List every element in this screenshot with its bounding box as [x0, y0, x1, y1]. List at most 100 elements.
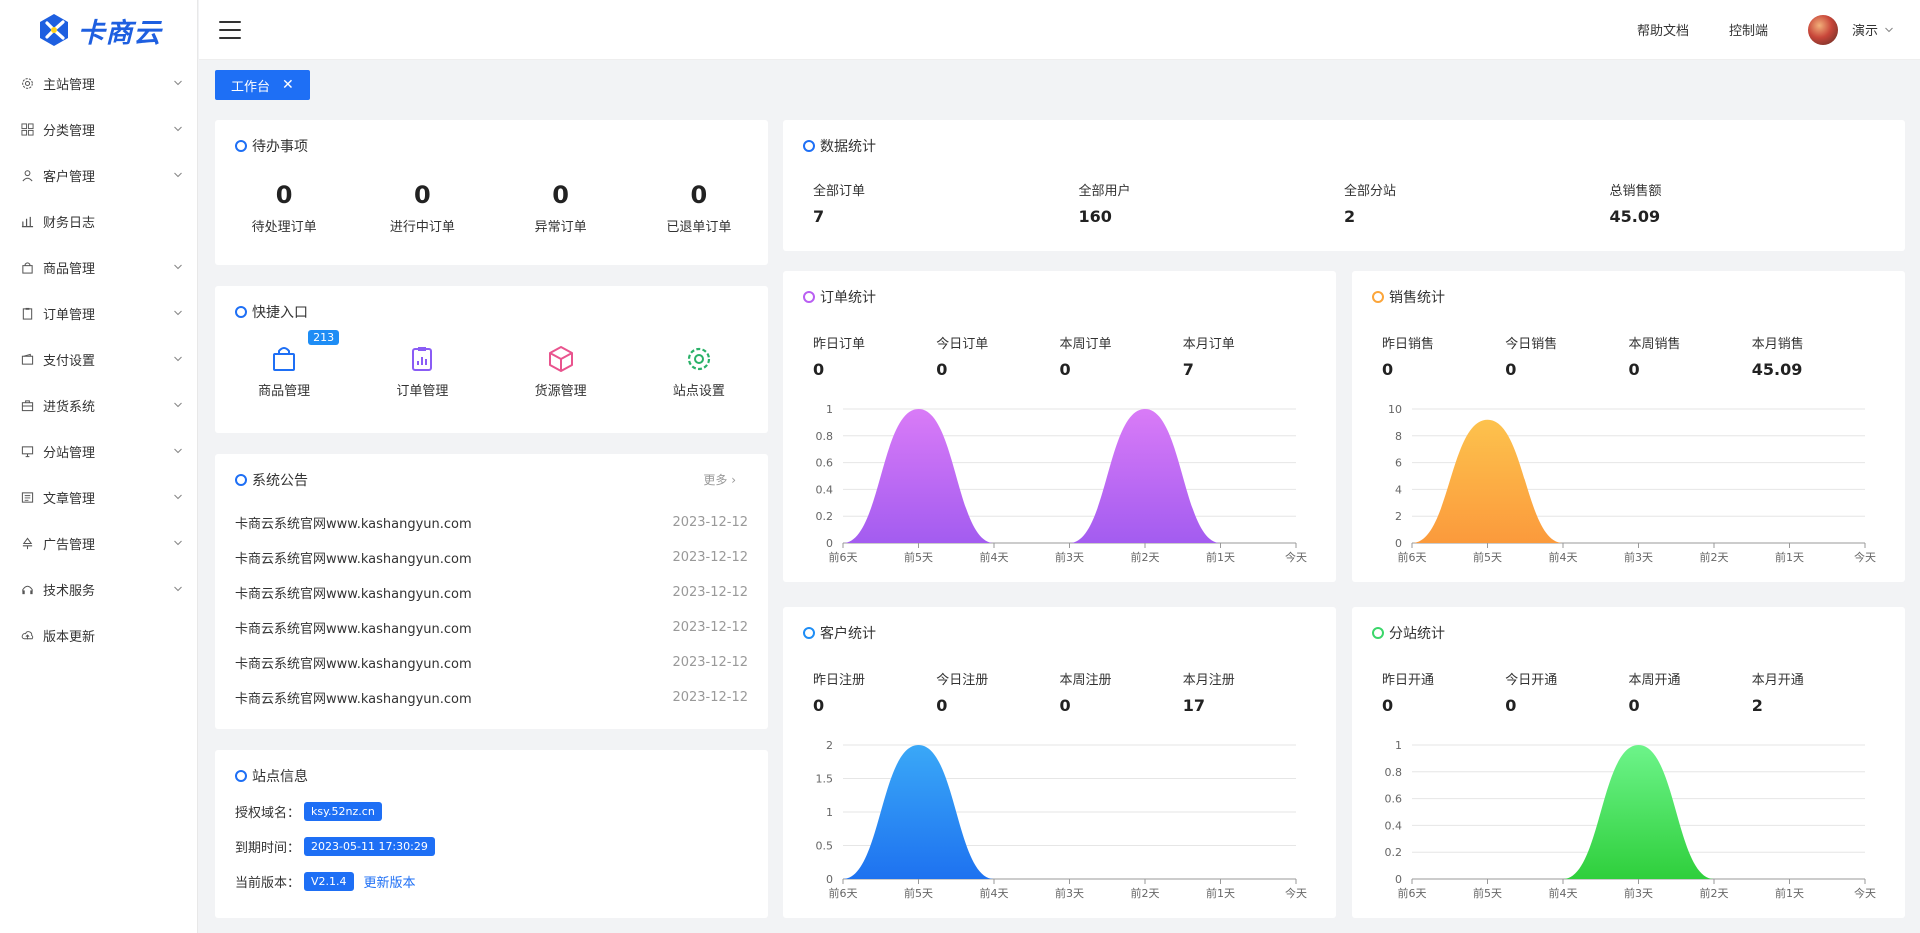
stat-label: 本周订单 [1059, 337, 1112, 352]
domain-row: 授权域名： ksy.52nz.cn [235, 802, 382, 821]
console-link[interactable]: 控制端 [1728, 24, 1768, 39]
notice-title: 系统公告 [252, 473, 308, 489]
y-tick-label: 6 [1395, 457, 1402, 470]
card-title: 分站统计 [1372, 623, 1445, 643]
sidebar-item-tech[interactable]: 技术服务 [0, 566, 197, 612]
more-link[interactable]: 更多 › [703, 471, 736, 488]
x-tick-label: 今天 [1854, 550, 1876, 564]
quick-label: 订单管理 [396, 384, 449, 399]
sidebar-item-version[interactable]: 版本更新 [0, 612, 197, 658]
stat-label: 全部用户 [1078, 184, 1131, 199]
area-series[interactable] [843, 745, 1296, 879]
card-title: 销售统计 [1372, 287, 1445, 307]
area-series[interactable] [1412, 419, 1865, 543]
y-tick-label: 2 [1395, 510, 1402, 523]
quick-supply[interactable]: 货源管理 [492, 344, 630, 399]
y-tick-label: 0 [1395, 537, 1402, 550]
quick-site-settings[interactable]: 站点设置 [630, 344, 768, 399]
tab-workbench[interactable]: 工作台 ✕ [215, 70, 310, 100]
chevron-down-icon [174, 264, 182, 270]
list-item[interactable]: 卡商云系统官网www.kashangyun.com 2023-12-12 [235, 645, 748, 680]
sidebar-menu: 主站管理 分类管理 客户管理 财务日志 商品管理 订单管理 [0, 60, 197, 658]
sidebar-item-order[interactable]: 订单管理 [0, 290, 197, 336]
list-item[interactable]: 卡商云系统官网www.kashangyun.com 2023-12-12 [235, 505, 748, 540]
chevron-down-icon [174, 356, 182, 362]
list-item[interactable]: 卡商云系统官网www.kashangyun.com 2023-12-12 [235, 575, 748, 610]
y-tick-label: 1 [826, 403, 833, 416]
update-version-link[interactable]: 更新版本 [363, 876, 416, 891]
sales-chart-card: 销售统计 昨日销售 0 今日销售 0 本周销售 0 本月销售 45.09 0 2 4 6 8 10… [1352, 271, 1905, 582]
todo-in-progress[interactable]: 0 进行中订单 [353, 180, 491, 235]
list-item[interactable]: 卡商云系统官网www.kashangyun.com 2023-12-12 [235, 610, 748, 645]
x-tick-label: 前5天 [904, 886, 933, 900]
megaphone-icon [20, 536, 34, 550]
todo-pending[interactable]: 0 待处理订单 [215, 180, 353, 235]
chart-stats: 昨日销售 0 今日销售 0 本周销售 0 本月销售 45.09 [1382, 333, 1875, 379]
ring-icon [803, 140, 815, 152]
stat-total-substations: 全部分站 2 [1344, 180, 1610, 226]
sidebar-item-purchase[interactable]: 进货系统 [0, 382, 197, 428]
user-name[interactable]: 演示 [1851, 24, 1878, 39]
stat-label: 全部分站 [1344, 184, 1397, 199]
stat-label: 今日订单 [936, 337, 989, 352]
chevron-down-icon [174, 540, 182, 546]
stat-value: 2 [1751, 696, 1763, 715]
chevron-down-icon [174, 586, 182, 592]
todo-title: 待办事项 [252, 139, 308, 155]
sidebar-item-customer[interactable]: 客户管理 [0, 152, 197, 198]
orders-chart: 0 0.2 0.4 0.6 0.8 1 前6天 前5天 前4天 前3天 前2天 前1天 今天 [816, 403, 1308, 564]
stat-item: 本周注册 0 [1060, 669, 1183, 715]
stat-value: 0 [1628, 696, 1640, 715]
quick-entry-card: 快捷入口 213 商品管理 订单管理 货源管理 站点设置 [215, 286, 768, 433]
chevron-down-icon[interactable] [1884, 25, 1894, 35]
quick-product[interactable]: 213 商品管理 [215, 330, 353, 399]
stat-value: 0 [936, 696, 948, 715]
chevron-down-icon [174, 494, 182, 500]
x-tick-label: 前5天 [1473, 550, 1502, 564]
close-icon[interactable]: ✕ [282, 77, 294, 93]
stat-label: 昨日注册 [813, 673, 866, 688]
briefcase-icon [20, 398, 34, 412]
list-item[interactable]: 卡商云系统官网www.kashangyun.com 2023-12-12 [235, 680, 748, 715]
sidebar-item-category[interactable]: 分类管理 [0, 106, 197, 152]
x-tick-label: 前6天 [829, 550, 858, 564]
y-tick-label: 4 [1395, 483, 1402, 496]
sidebar-item-payment[interactable]: 支付设置 [0, 336, 197, 382]
sidebar-item-substation[interactable]: 分站管理 [0, 428, 197, 474]
quick-label: 货源管理 [534, 384, 587, 399]
sidebar-item-finance-log[interactable]: 财务日志 [0, 198, 197, 244]
stat-label: 本月注册 [1182, 673, 1235, 688]
stat-item: 昨日订单 0 [813, 333, 936, 379]
domain-label: 授权域名： [235, 806, 301, 821]
menu-toggle-icon[interactable] [219, 20, 241, 39]
shopping-bag-icon [273, 347, 296, 371]
x-tick-label: 前6天 [1398, 886, 1427, 900]
chart-stats: 昨日开通 0 今日开通 0 本周开通 0 本月开通 2 [1382, 669, 1875, 715]
logo[interactable]: 卡商云 [0, 0, 197, 60]
todo-refunded[interactable]: 0 已退单订单 [630, 180, 768, 235]
area-series[interactable] [1412, 745, 1865, 879]
sidebar-item-ads[interactable]: 广告管理 [0, 520, 197, 566]
list-item[interactable]: 卡商云系统官网www.kashangyun.com 2023-12-12 [235, 540, 748, 575]
y-tick-label: 10 [1388, 403, 1402, 416]
stat-value: 160 [1078, 207, 1112, 226]
stat-label: 今日开通 [1505, 673, 1558, 688]
stat-total-sales: 总销售额 45.09 [1610, 180, 1876, 226]
chart-title: 销售统计 [1389, 290, 1445, 306]
quick-order[interactable]: 订单管理 [353, 344, 491, 399]
help-docs-link[interactable]: 帮助文档 [1636, 24, 1689, 39]
sidebar-item-label: 进货系统 [43, 399, 96, 415]
chevron-down-icon [174, 80, 182, 86]
expire-label: 到期时间： [235, 841, 301, 856]
more-label: 更多 [703, 473, 728, 487]
stat-item: 本月注册 17 [1183, 669, 1306, 715]
avatar[interactable] [1807, 14, 1838, 45]
sidebar-item-product[interactable]: 商品管理 [0, 244, 197, 290]
cloud-upload-icon [20, 628, 34, 642]
x-tick-label: 今天 [1854, 886, 1876, 900]
todo-abnormal[interactable]: 0 异常订单 [492, 180, 630, 235]
sidebar-item-article[interactable]: 文章管理 [0, 474, 197, 520]
area-series[interactable] [843, 409, 1296, 543]
sidebar-item-site[interactable]: 主站管理 [0, 60, 197, 106]
tab-bar: 工作台 ✕ [215, 70, 310, 100]
